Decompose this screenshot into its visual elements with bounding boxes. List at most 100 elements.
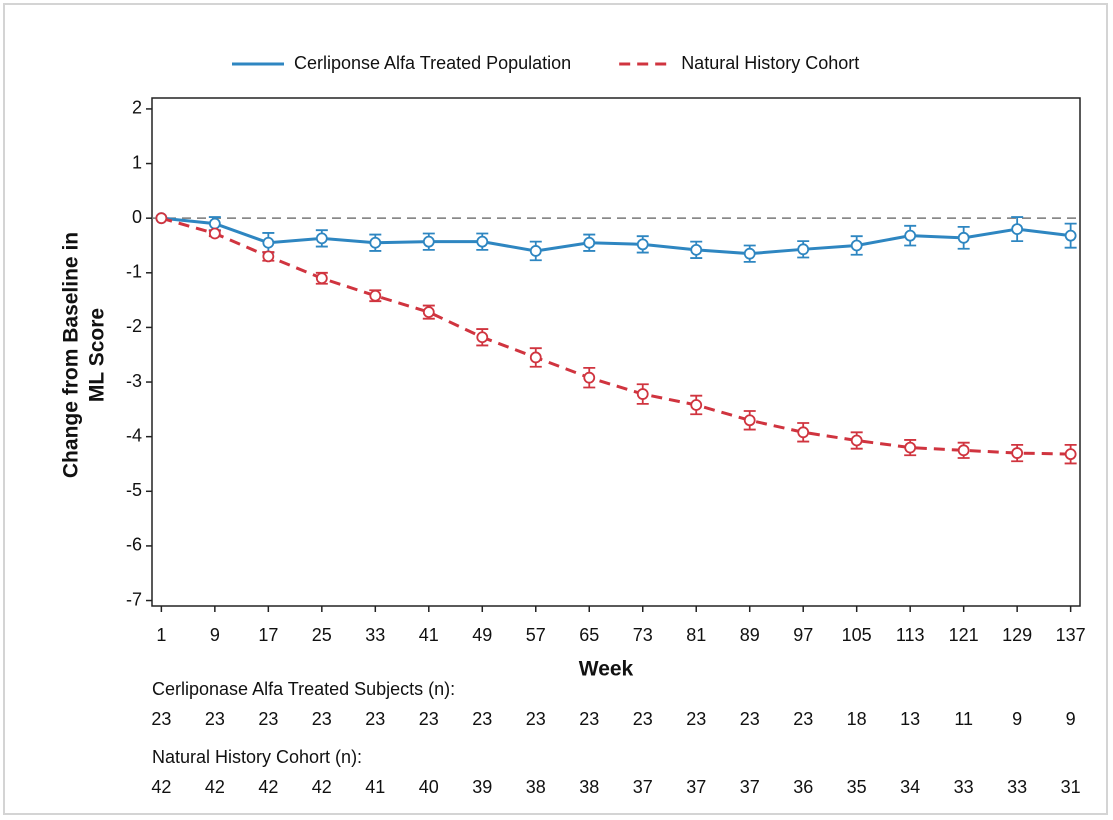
series-line [161, 216, 1071, 256]
data-point [422, 235, 435, 248]
data-point [208, 227, 221, 240]
data-point [850, 239, 863, 252]
data-point [797, 243, 810, 256]
at-risk-count: 39 [472, 777, 492, 797]
y-tick-label: -4 [126, 425, 142, 445]
at-risk-count: 23 [472, 709, 492, 729]
data-point [690, 399, 703, 411]
data-point [690, 243, 703, 256]
data-point [262, 250, 275, 263]
at-risk-count: 40 [419, 777, 439, 797]
data-point [850, 434, 863, 447]
x-tick-label: 121 [949, 625, 979, 645]
data-point [476, 235, 489, 248]
y-tick-label: -1 [126, 262, 142, 282]
at-risk-count: 23 [258, 709, 278, 729]
data-point [636, 388, 649, 400]
at-risk-count: 38 [526, 777, 546, 797]
x-tick-label: 41 [419, 625, 439, 645]
at-risk-label: Cerliponase Alfa Treated Subjects (n): [152, 679, 455, 699]
x-tick-label: 9 [210, 625, 220, 645]
at-risk-count: 35 [847, 777, 867, 797]
at-risk-count: 23 [579, 709, 599, 729]
y-tick-label: 1 [132, 152, 142, 172]
at-risk-count: 23 [365, 709, 385, 729]
at-risk-label: Natural History Cohort (n): [152, 747, 362, 767]
data-point [369, 236, 382, 249]
at-risk-count: 23 [419, 709, 439, 729]
at-risk-count: 23 [793, 709, 813, 729]
y-tick-label: -2 [126, 316, 142, 336]
at-risk-count: 38 [579, 777, 599, 797]
data-point [529, 351, 542, 364]
data-point [315, 232, 328, 245]
at-risk-count: 23 [686, 709, 706, 729]
data-point [1011, 447, 1024, 459]
x-axis-label: Week [579, 658, 634, 681]
at-risk-count: 42 [258, 777, 278, 797]
data-point [1011, 223, 1024, 235]
x-tick-label: 97 [793, 625, 813, 645]
data-point [529, 245, 542, 257]
y-tick-label: -6 [126, 535, 142, 555]
at-risk-count: 37 [740, 777, 760, 797]
data-point [743, 247, 756, 260]
x-tick-label: 1 [156, 625, 166, 645]
data-point [1064, 229, 1077, 242]
data-point [315, 272, 328, 285]
x-tick-label: 113 [896, 625, 925, 645]
x-tick-label: 105 [842, 625, 872, 645]
y-tick-label: -3 [126, 371, 142, 391]
at-risk-count: 23 [205, 709, 225, 729]
data-point [208, 217, 221, 230]
frame [3, 3, 1108, 815]
at-risk-count: 37 [686, 777, 706, 797]
data-point [583, 236, 596, 249]
at-risk-count: 42 [205, 777, 225, 797]
x-tick-label: 33 [365, 625, 385, 645]
at-risk-count: 23 [312, 709, 332, 729]
x-tick-label: 25 [312, 625, 332, 645]
data-point [583, 371, 596, 384]
series-line [160, 216, 1071, 456]
at-risk-count: 42 [312, 777, 332, 797]
at-risk-count: 23 [526, 709, 546, 729]
at-risk-count: 23 [151, 709, 171, 729]
legend-label: Natural History Cohort [681, 53, 859, 73]
data-point [636, 238, 649, 251]
data-point [369, 289, 382, 302]
data-point [957, 231, 970, 244]
x-tick-label: 129 [1002, 625, 1032, 645]
x-tick-label: 137 [1056, 625, 1086, 645]
data-point [476, 331, 489, 344]
data-point [155, 212, 168, 225]
at-risk-count: 9 [1012, 709, 1022, 729]
data-point [1064, 448, 1077, 461]
at-risk-count: 9 [1066, 709, 1076, 729]
at-risk-count: 13 [900, 709, 920, 729]
data-point [904, 441, 917, 454]
data-point [904, 229, 917, 242]
at-risk-count: 11 [954, 709, 973, 729]
x-tick-label: 49 [472, 625, 492, 645]
plot-area [151, 97, 1081, 607]
at-risk-count: 36 [793, 777, 813, 797]
x-tick-label: 65 [579, 625, 599, 645]
at-risk-count: 23 [633, 709, 653, 729]
x-tick-label: 89 [740, 625, 760, 645]
at-risk-count: 37 [633, 777, 653, 797]
at-risk-count: 33 [954, 777, 974, 797]
data-point [957, 444, 970, 457]
x-tick-label: 17 [258, 625, 278, 645]
at-risk-count: 18 [847, 709, 867, 729]
data-point [743, 414, 756, 427]
at-risk-count: 42 [151, 777, 171, 797]
legend-label: Cerliponse Alfa Treated Population [294, 53, 571, 73]
data-point [262, 236, 275, 249]
at-risk-count: 31 [1061, 777, 1081, 797]
y-axis-label: ML Score [86, 308, 109, 402]
data-point [422, 306, 435, 319]
at-risk-count: 41 [365, 777, 385, 797]
y-tick-label: 0 [132, 207, 142, 227]
